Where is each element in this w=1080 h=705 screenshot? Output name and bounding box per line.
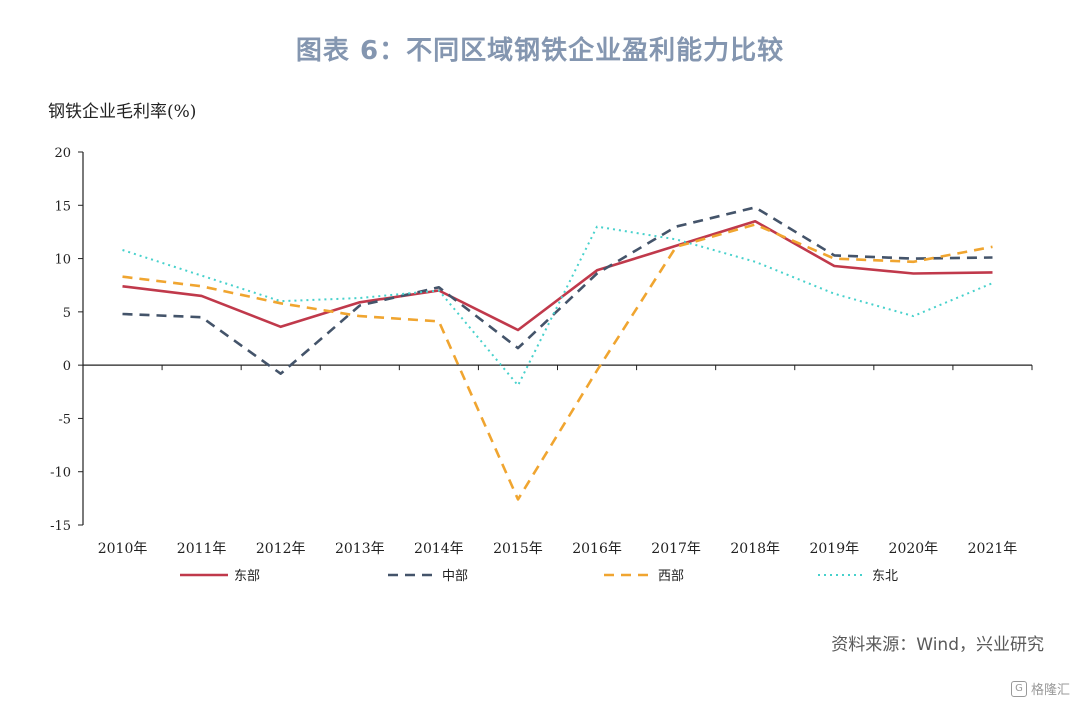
series-line-1 [122,220,993,332]
x-tick-label: 2016年 [572,541,622,557]
x-tick-label: 2010年 [98,541,148,557]
y-tick-label: 5 [63,306,71,321]
legend-label: 东北 [872,569,898,584]
y-tick-label: 20 [54,146,71,161]
x-tick-label: 2013年 [335,541,385,557]
y-tick-label: 15 [54,199,71,214]
x-tick-label: 2015年 [493,541,543,557]
source-note: 资料来源：Wind，兴业研究 [831,635,1044,655]
y-tick-label: -15 [50,519,71,534]
series-line-2 [122,206,993,376]
series-line-4 [122,225,993,387]
series-line-3 [122,223,993,501]
x-tick-label: 2018年 [730,541,780,557]
legend-label: 东部 [234,569,260,584]
x-tick-label: 2020年 [889,541,939,557]
watermark: G 格隆汇 [1010,679,1070,698]
x-tick-label: 2019年 [809,541,859,557]
x-tick-label: 2021年 [968,541,1018,557]
y-tick-label: -10 [50,466,71,481]
x-tick-label: 2017年 [651,541,701,557]
y-tick-label: 10 [54,253,71,268]
watermark-logo-icon: G [1010,680,1027,697]
legend-label: 中部 [442,569,468,584]
watermark-text: 格隆汇 [1030,683,1070,698]
x-tick-label: 2014年 [414,541,464,557]
legend-label: 西部 [658,569,684,584]
y-axis-label: 钢铁企业毛利率(%) [48,102,197,122]
x-tick-label: 2012年 [256,541,306,557]
chart-title: 图表 6：不同区域钢铁企业盈利能力比较 [295,36,785,66]
y-tick-label: 0 [63,359,71,374]
y-tick-label: -5 [58,412,71,427]
x-tick-label: 2011年 [177,541,227,557]
